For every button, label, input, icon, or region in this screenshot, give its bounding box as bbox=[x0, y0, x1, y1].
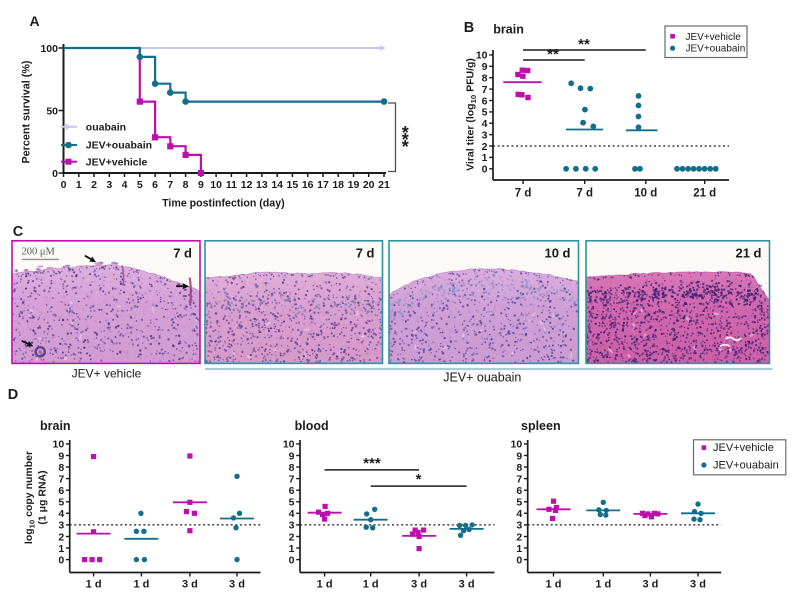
svg-text:A: A bbox=[29, 13, 39, 29]
svg-text:16: 16 bbox=[302, 179, 314, 191]
svg-text:12: 12 bbox=[241, 179, 253, 191]
svg-text:5: 5 bbox=[482, 107, 488, 119]
svg-text:**: ** bbox=[578, 36, 590, 53]
svg-text:brain: brain bbox=[493, 23, 524, 37]
svg-text:0: 0 bbox=[52, 168, 58, 180]
svg-text:C: C bbox=[13, 224, 24, 240]
svg-text:2: 2 bbox=[482, 141, 488, 153]
svg-text:6: 6 bbox=[482, 95, 488, 107]
svg-text:9: 9 bbox=[482, 61, 488, 73]
svg-text:0: 0 bbox=[61, 179, 67, 191]
svg-text:200 μM: 200 μM bbox=[22, 247, 56, 258]
svg-text:7 d: 7 d bbox=[576, 188, 593, 200]
svg-text:4: 4 bbox=[482, 118, 488, 130]
svg-text:JEV+vehicle: JEV+vehicle bbox=[686, 32, 742, 43]
svg-text:17: 17 bbox=[317, 179, 329, 191]
svg-text:10 d: 10 d bbox=[634, 188, 657, 200]
svg-text:ouabain: ouabain bbox=[86, 122, 126, 134]
svg-text:10: 10 bbox=[476, 50, 488, 62]
svg-text:21: 21 bbox=[378, 179, 390, 191]
svg-text:21 d: 21 d bbox=[693, 188, 716, 200]
svg-text:JEV+vehicle: JEV+vehicle bbox=[86, 156, 148, 168]
svg-text:8: 8 bbox=[482, 73, 488, 85]
svg-text:13: 13 bbox=[256, 179, 268, 191]
svg-text:20: 20 bbox=[363, 179, 375, 191]
svg-text:0: 0 bbox=[482, 164, 488, 176]
svg-text:Percent survival (%): Percent survival (%) bbox=[21, 60, 33, 163]
svg-text:JEV+ouabain: JEV+ouabain bbox=[86, 140, 152, 152]
svg-text:3: 3 bbox=[482, 129, 488, 141]
svg-text:7 d: 7 d bbox=[173, 246, 192, 261]
svg-text:JEV+ouabain: JEV+ouabain bbox=[686, 44, 746, 55]
svg-text:14: 14 bbox=[271, 179, 283, 191]
svg-text:19: 19 bbox=[348, 179, 360, 191]
svg-text:18: 18 bbox=[332, 179, 344, 191]
svg-text:7 d: 7 d bbox=[515, 188, 532, 200]
svg-text:Viral titer (log10 PFU/g): Viral titer (log10 PFU/g) bbox=[465, 58, 478, 171]
svg-text:**: ** bbox=[547, 46, 559, 63]
svg-text:*: * bbox=[402, 137, 409, 157]
svg-text:4: 4 bbox=[122, 179, 128, 191]
svg-text:7 d: 7 d bbox=[356, 246, 375, 261]
svg-text:3: 3 bbox=[106, 179, 112, 191]
svg-text:1: 1 bbox=[482, 152, 488, 164]
svg-text:5: 5 bbox=[137, 179, 143, 191]
svg-text:10 d: 10 d bbox=[544, 246, 570, 261]
svg-text:11: 11 bbox=[226, 179, 237, 191]
svg-text:50: 50 bbox=[46, 105, 58, 117]
svg-text:15: 15 bbox=[287, 179, 299, 191]
svg-text:2: 2 bbox=[91, 179, 97, 191]
svg-text:9: 9 bbox=[198, 179, 204, 191]
svg-text:7: 7 bbox=[482, 84, 488, 96]
svg-text:1: 1 bbox=[76, 179, 82, 191]
svg-text:Time postinfection (day): Time postinfection (day) bbox=[162, 198, 285, 210]
svg-text:6: 6 bbox=[152, 179, 158, 191]
svg-text:8: 8 bbox=[183, 179, 189, 191]
svg-text:B: B bbox=[464, 20, 474, 36]
svg-text:10: 10 bbox=[210, 179, 222, 191]
svg-text:100: 100 bbox=[40, 43, 58, 55]
svg-text:7: 7 bbox=[167, 179, 173, 191]
